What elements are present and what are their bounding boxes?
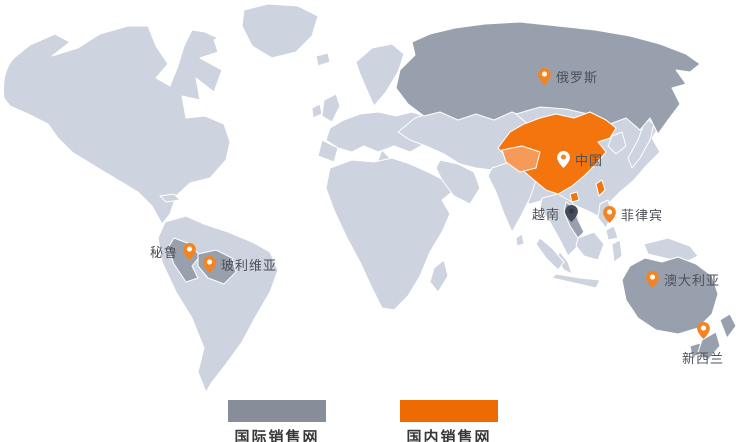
marker-label: 澳大利亚	[664, 273, 721, 288]
marker-label: 秘鲁	[150, 245, 179, 260]
region-africa	[325, 157, 453, 311]
marker-label: 新西兰	[682, 351, 725, 366]
location-pin-icon	[538, 68, 551, 85]
marker-label: 菲律宾	[621, 208, 664, 223]
region-taiwan-hainan	[569, 179, 606, 203]
location-pin-icon	[557, 151, 570, 168]
region-japan-korea	[607, 117, 655, 169]
legend: 国际销售网 国内销售网	[228, 400, 498, 442]
marker-china: 中国	[557, 150, 603, 169]
region-madagascar	[429, 259, 449, 293]
region-british-isles	[311, 93, 341, 123]
region-scandinavia	[355, 43, 405, 107]
marker-peru: 秘鲁	[150, 242, 196, 261]
region-iceland	[315, 52, 331, 67]
location-pin-icon	[646, 271, 659, 288]
legend-label-domestic: 国内销售网	[406, 429, 492, 442]
region-china-west	[501, 145, 541, 173]
marker-label: 中国	[575, 153, 604, 168]
location-pin-icon	[603, 206, 616, 223]
region-greenland	[241, 3, 319, 59]
legend-item-domestic: 国内销售网	[400, 400, 498, 442]
location-pin-icon	[565, 205, 578, 222]
marker-bolivia: 玻利维亚	[203, 255, 277, 274]
legend-swatch-gray	[228, 400, 326, 422]
region-north-america	[3, 25, 231, 225]
region-china	[497, 111, 617, 195]
legend-label-international: 国际销售网	[234, 429, 320, 442]
marker-australia: 澳大利亚	[646, 270, 720, 289]
region-caribbean	[159, 193, 181, 203]
marker-label: 俄罗斯	[556, 70, 599, 85]
marker-vietnam: 越南	[532, 204, 578, 223]
location-pin-icon	[183, 243, 196, 260]
marker-russia: 俄罗斯	[538, 67, 598, 86]
region-new-zealand	[697, 313, 737, 361]
location-pin-icon	[696, 322, 710, 339]
marker-new-zealand: 新西兰	[682, 322, 724, 367]
marker-label: 玻利维亚	[221, 258, 278, 273]
location-pin-icon	[203, 256, 216, 273]
marker-label: 越南	[532, 207, 561, 222]
legend-swatch-orange	[400, 400, 498, 422]
marker-philippines: 菲律宾	[603, 205, 663, 224]
region-arabia	[435, 159, 481, 205]
legend-item-international: 国际销售网	[228, 400, 326, 442]
region-australia	[621, 256, 719, 335]
